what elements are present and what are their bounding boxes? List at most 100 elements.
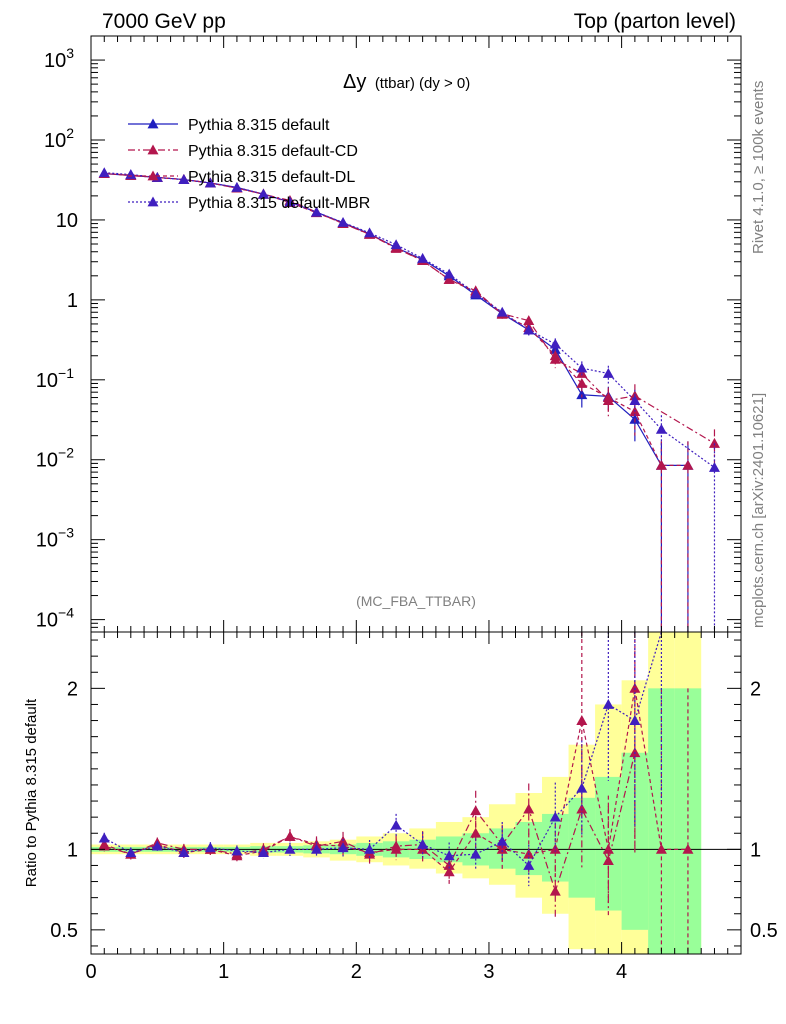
ratio-point [337, 842, 349, 853]
ratio-point [576, 782, 588, 793]
ratio-point [311, 843, 323, 854]
mcplots-label: mcplots.cern.ch [arXiv:2401.10621] [750, 393, 767, 628]
data-point [602, 392, 614, 402]
data-point [655, 459, 667, 470]
y-tick-label: 102 [44, 125, 74, 152]
data-point [231, 181, 243, 192]
y-tick-label: 10−3 [36, 525, 74, 552]
ratio-uncertainty-bands [91, 632, 702, 954]
ratio-tick-label-right: 0.5 [750, 920, 778, 942]
ratio-point [470, 848, 482, 859]
data-point [629, 395, 641, 405]
ratio-tick-label-right: 2 [750, 678, 761, 700]
ratio-point [602, 698, 614, 709]
y-tick-base: 10 [36, 450, 58, 472]
analysis-label: (MC_FBA_TTBAR) [356, 593, 476, 609]
plot-title-sub: (ttbar) (dy > 0) [375, 75, 470, 92]
ratio-point [682, 843, 694, 854]
legend-marker [147, 144, 159, 155]
energy-label: 7000 GeV pp [102, 10, 226, 33]
ratio-point [549, 811, 561, 822]
y-tick-base: 10 [56, 210, 78, 232]
legend-marker [147, 170, 159, 181]
data-point [311, 206, 323, 217]
data-point [178, 174, 190, 184]
ratio-point [284, 830, 296, 841]
y-tick-exponent: −1 [58, 365, 74, 381]
ratio-series-group [98, 631, 694, 954]
x-tick-label: 2 [351, 961, 362, 983]
data-point [98, 167, 110, 178]
data-point [523, 315, 535, 326]
data-point [549, 338, 561, 349]
x-tick-label: 3 [483, 961, 494, 983]
ratio-point [284, 843, 296, 854]
ratio-point [443, 866, 455, 877]
data-point [443, 268, 455, 279]
ratio-tick-label-left: 2 [67, 678, 78, 700]
legend-entry: Pythia 8.315 default-CD [188, 143, 358, 160]
y-tick-label: 1 [67, 290, 78, 312]
y-tick-label: 10−1 [36, 365, 74, 392]
y-tick-base: 1 [67, 290, 78, 312]
y-tick-exponent: −4 [58, 605, 74, 621]
data-point [576, 367, 588, 378]
ratio-point [523, 859, 535, 870]
process-label: Top (parton level) [574, 10, 736, 33]
data-point [708, 437, 720, 448]
data-point [364, 227, 376, 238]
data-point [417, 252, 429, 263]
ratio-point [496, 843, 508, 854]
plot-title: Δy (ttbar) (dy > 0) [343, 71, 470, 93]
data-point [284, 196, 296, 207]
ratio-ylabel: Ratio to Pythia 8.315 default [23, 698, 40, 887]
ratio-point [417, 839, 429, 849]
x-tick-label: 4 [616, 961, 627, 983]
legend-entry: Pythia 8.315 default-DL [188, 169, 355, 186]
y-tick-label: 10 [56, 210, 78, 232]
legend: Pythia 8.315 default Pythia 8.315 default… [128, 117, 370, 212]
ratio-point [151, 840, 163, 851]
ratio-tick-label-right: 1 [750, 839, 761, 861]
data-point [576, 362, 588, 373]
data-point [204, 177, 216, 188]
data-point [337, 216, 349, 227]
series-line [104, 172, 715, 468]
data-point [523, 324, 535, 335]
ratio-point [364, 843, 376, 854]
data-point [576, 389, 588, 400]
y-tick-exponent: 3 [66, 45, 74, 61]
ratio-tick-label-left: 0.5 [50, 920, 78, 942]
y-tick-label: 10−2 [36, 445, 74, 472]
ratio-point [390, 843, 402, 854]
ratio-point [549, 885, 561, 896]
ratio-point [496, 835, 508, 846]
y-tick-exponent: 2 [66, 125, 74, 141]
ratio-point [576, 715, 588, 725]
data-point [708, 461, 720, 472]
ratio-point [523, 803, 535, 814]
x-tick-label: 1 [218, 961, 229, 983]
data-point [602, 367, 614, 378]
ratio-point [231, 845, 243, 856]
y-tick-exponent: −2 [58, 445, 74, 461]
ratio-point [443, 850, 455, 861]
data-point [549, 343, 561, 354]
data-point [549, 350, 561, 361]
main-series-group [98, 167, 720, 632]
data-point [655, 423, 667, 434]
ratio-point [549, 843, 561, 854]
plot-title-main: Δy [343, 71, 366, 93]
ratio-point [98, 832, 110, 843]
legend-entry: Pythia 8.315 default-MBR [188, 195, 370, 212]
ratio-tick-label-left: 1 [67, 839, 78, 861]
ratio-line [104, 752, 636, 894]
data-point [390, 239, 402, 250]
ratio-point [98, 839, 110, 849]
ratio-point [443, 859, 455, 870]
y-tick-label: 103 [44, 45, 74, 72]
ratio-point [655, 843, 667, 854]
ratio-point [178, 847, 190, 857]
